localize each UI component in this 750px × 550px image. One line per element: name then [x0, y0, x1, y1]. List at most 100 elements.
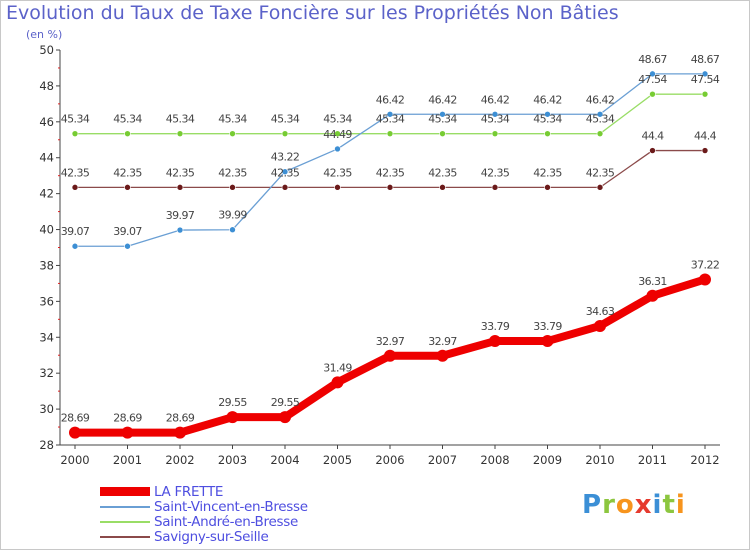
x-tick-label: 2002: [165, 453, 194, 467]
data-point: [544, 110, 551, 118]
legend-label: LA FRETTE: [154, 483, 224, 500]
data-point: [491, 184, 499, 191]
data-point: [386, 184, 394, 191]
x-tick-label: 2011: [638, 453, 667, 467]
y-tick-label: 50: [39, 43, 54, 57]
data-label: 46.42: [481, 93, 510, 106]
y-tick-label: 44: [39, 151, 54, 165]
logo-letter: i: [675, 490, 686, 520]
y-tick-label: 36: [39, 294, 54, 308]
data-label: 47.54: [638, 73, 667, 86]
data-point: [174, 426, 186, 439]
data-point: [439, 130, 446, 137]
x-tick-label: 2001: [113, 453, 142, 467]
legend-item-saint-vincent-en-bresse[interactable]: Saint-Vincent-en-Bresse: [100, 498, 308, 515]
data-point: [386, 110, 394, 118]
data-point: [649, 147, 656, 154]
data-label: 43.22: [271, 151, 300, 164]
data-label: 45.34: [323, 113, 352, 126]
data-label: 42.35: [533, 166, 562, 179]
data-point: [649, 70, 656, 78]
data-point: [646, 289, 659, 302]
data-label: 31.49: [323, 361, 352, 374]
data-point: [439, 110, 446, 118]
legend: LA FRETTE Saint-Vincent-en-Bresse Saint-…: [100, 483, 308, 545]
data-point: [124, 184, 131, 191]
legend-item-la-frette[interactable]: LA FRETTE: [100, 483, 308, 500]
data-point: [334, 145, 341, 153]
data-label: 46.42: [533, 93, 562, 106]
series-savigny-sur-seille: [71, 147, 709, 191]
data-label: 48.67: [691, 53, 720, 66]
data-point: [491, 110, 499, 118]
data-point: [226, 411, 239, 424]
data-point: [121, 426, 134, 439]
legend-swatch: [100, 520, 150, 523]
data-point: [176, 184, 184, 191]
y-axis-unit: (en %): [26, 28, 63, 41]
data-label: 32.97: [428, 335, 457, 348]
data-label: 28.69: [113, 412, 142, 425]
data-label: 45.34: [113, 113, 142, 126]
data-label: 45.34: [218, 113, 247, 126]
logo-letter: o: [615, 490, 635, 520]
data-label: 42.35: [586, 166, 615, 179]
data-point: [544, 130, 551, 137]
legend-label: Savigny-sur-Seille: [154, 528, 269, 545]
data-point: [701, 147, 709, 154]
x-tick-label: 2003: [218, 453, 247, 467]
data-point: [384, 349, 396, 362]
y-tick-label: 30: [39, 402, 54, 416]
legend-item-saint-andre-en-bresse[interactable]: Saint-André-en-Bresse: [100, 514, 308, 530]
data-label: 42.35: [481, 166, 510, 179]
data-label: 47.54: [691, 73, 720, 86]
data-label: 34.63: [586, 305, 615, 318]
legend-item-savigny-sur-seille[interactable]: Savigny-sur-Seille: [100, 528, 308, 545]
data-point: [279, 411, 291, 424]
series-saint-vincent-en-bresse: [71, 70, 709, 250]
data-point: [699, 273, 711, 286]
data-label: 39.97: [166, 209, 195, 222]
data-point: [176, 226, 184, 234]
data-point: [281, 168, 289, 176]
data-point: [71, 130, 79, 137]
data-label: 42.35: [113, 166, 142, 179]
series-la-frette: [69, 273, 711, 439]
data-point: [71, 242, 79, 250]
y-tick-label: 32: [39, 366, 54, 380]
y-tick-label: 46: [39, 115, 54, 129]
data-label: 29.55: [271, 396, 300, 409]
x-tick-label: 2010: [585, 453, 614, 467]
y-tick-label: 38: [39, 258, 54, 272]
data-point: [436, 349, 449, 362]
proxiti-logo[interactable]: Proxiti: [582, 490, 686, 520]
data-point: [596, 130, 604, 137]
data-point: [491, 130, 499, 137]
data-point: [541, 335, 554, 348]
logo-letter: t: [662, 490, 676, 520]
data-label: 45.34: [166, 113, 195, 126]
data-point: [386, 130, 394, 137]
data-label: 42.35: [61, 166, 90, 179]
data-point: [701, 90, 709, 98]
data-point: [596, 110, 604, 118]
data-point: [439, 184, 446, 191]
data-label: 42.35: [428, 166, 457, 179]
x-tick-label: 2006: [375, 453, 404, 467]
logo-letter: x: [634, 490, 653, 520]
data-label: 44.49: [323, 128, 352, 141]
data-point: [281, 130, 289, 137]
chart-title: Evolution du Taux de Taxe Foncière sur l…: [6, 2, 619, 24]
data-label: 28.69: [61, 412, 90, 425]
data-label: 42.35: [166, 166, 195, 179]
data-label: 44.4: [694, 130, 717, 143]
x-tick-label: 2007: [428, 453, 457, 467]
data-label: 28.69: [166, 412, 195, 425]
data-label: 39.99: [218, 209, 247, 222]
data-label: 45.34: [61, 113, 90, 126]
data-point: [544, 184, 551, 191]
data-label: 42.35: [323, 166, 352, 179]
x-tick-label: 2009: [533, 453, 562, 467]
legend-label: Saint-Vincent-en-Bresse: [154, 498, 308, 515]
